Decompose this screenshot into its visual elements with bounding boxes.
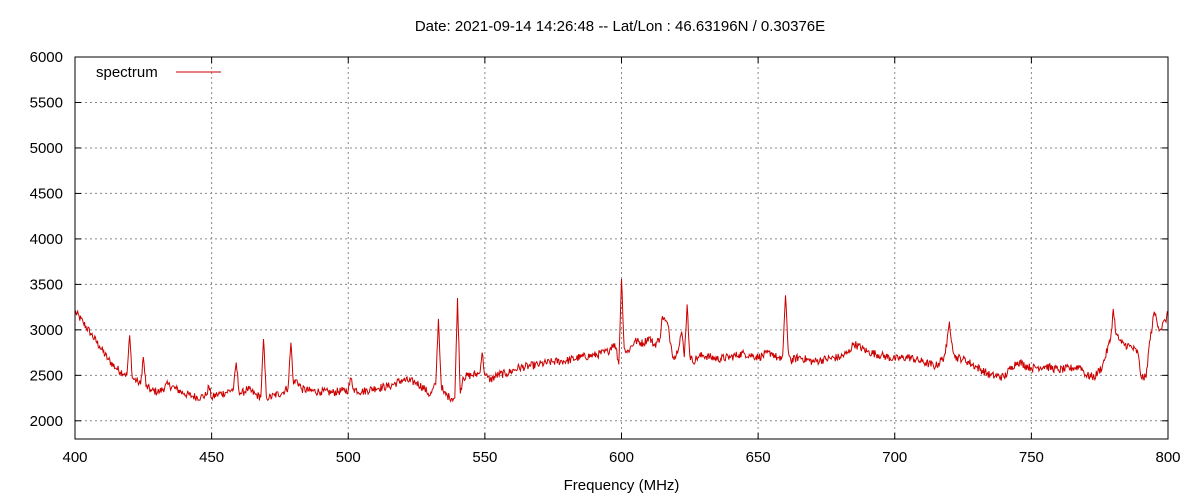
legend: spectrum	[96, 64, 221, 81]
y-tick-label: 3500	[30, 276, 63, 293]
y-tick-label: 5500	[30, 94, 63, 111]
y-tick-label: 4000	[30, 231, 63, 248]
x-tick-label: 750	[1019, 449, 1044, 466]
x-tick-label: 450	[199, 449, 224, 466]
x-tick-label: 500	[336, 449, 361, 466]
axis-ticks: 400 450 500 550 600 650 700 750 800 2000 2500 3000 3…	[30, 49, 1181, 466]
y-tick-label: 4500	[30, 185, 63, 202]
x-tick-label: 700	[882, 449, 907, 466]
grid-lines	[75, 57, 1168, 439]
x-axis-label: Frequency (MHz)	[563, 477, 680, 494]
x-tick-label: 650	[746, 449, 771, 466]
x-tick-label: 550	[472, 449, 497, 466]
series-layer	[74, 278, 1169, 403]
x-tick-label: 600	[609, 449, 634, 466]
legend-label-spectrum: spectrum	[96, 64, 158, 81]
chart-title: Date: 2021-09-14 14:26:48 -- Lat/Lon : 4…	[414, 18, 826, 35]
series-line-spectrum	[74, 278, 1169, 403]
y-tick-label: 5000	[30, 140, 63, 157]
y-tick-label: 2500	[30, 367, 63, 384]
x-tick-label: 800	[1155, 449, 1180, 466]
y-tick-label: 3000	[30, 322, 63, 339]
y-tick-label: 2000	[30, 413, 63, 430]
y-tick-label: 6000	[30, 49, 63, 66]
x-tick-label: 400	[62, 449, 87, 466]
plot-frame	[74, 56, 1169, 440]
